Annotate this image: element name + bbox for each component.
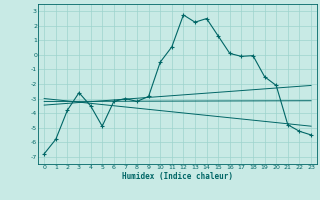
X-axis label: Humidex (Indice chaleur): Humidex (Indice chaleur) [122, 172, 233, 181]
